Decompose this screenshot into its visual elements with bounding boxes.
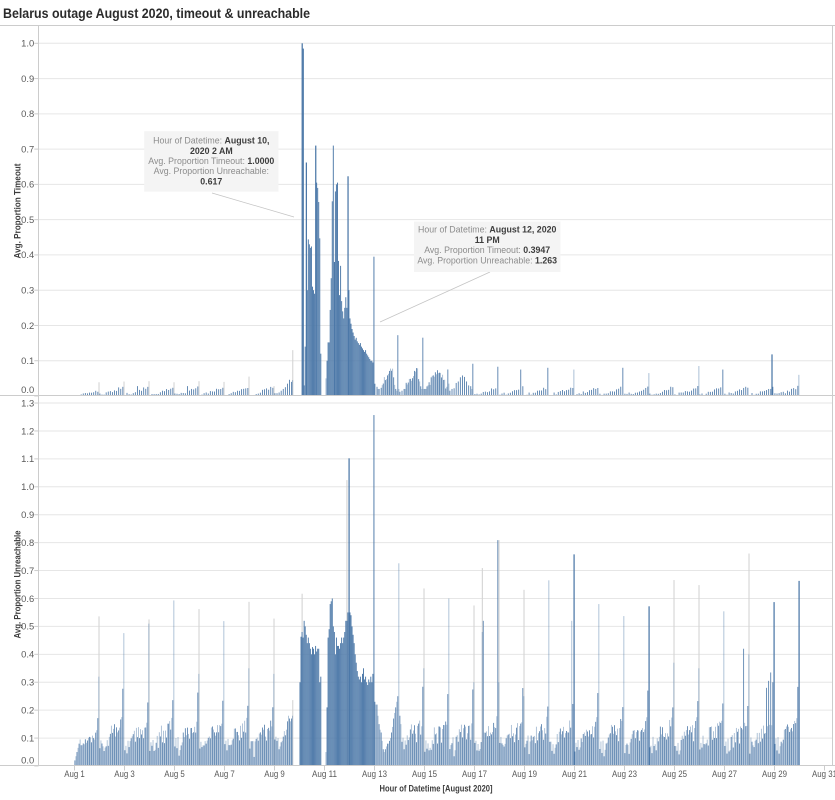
svg-text:0.9: 0.9 [21, 73, 34, 84]
svg-text:0.617: 0.617 [200, 176, 222, 186]
svg-text:Aug 13: Aug 13 [362, 768, 387, 779]
svg-text:Aug 17: Aug 17 [462, 768, 487, 779]
svg-text:0.1: 0.1 [21, 355, 34, 366]
svg-text:0.5: 0.5 [21, 621, 34, 632]
svg-text:Aug 3: Aug 3 [114, 768, 135, 779]
svg-text:Aug 31: Aug 31 [812, 768, 835, 779]
svg-text:Hour of Datetime [August 2020]: Hour of Datetime [August 2020] [380, 783, 493, 794]
svg-text:Aug 9: Aug 9 [264, 768, 285, 779]
svg-text:0.5: 0.5 [21, 214, 34, 225]
svg-text:Aug 19: Aug 19 [512, 768, 537, 779]
svg-text:Avg. Proportion Unreachable:: Avg. Proportion Unreachable: [154, 166, 269, 176]
svg-text:Aug 21: Aug 21 [562, 768, 587, 779]
svg-text:1.2: 1.2 [21, 425, 34, 436]
svg-text:Avg. Proportion Timeout: 0.394: Avg. Proportion Timeout: 0.3947 [424, 245, 550, 255]
svg-text:0.6: 0.6 [21, 593, 34, 604]
svg-text:1.3: 1.3 [21, 397, 34, 408]
svg-text:Aug 15: Aug 15 [412, 768, 437, 779]
svg-text:Aug 5: Aug 5 [164, 768, 185, 779]
svg-text:0.0: 0.0 [21, 384, 34, 395]
svg-text:Avg. Proportion Unreachable: Avg. Proportion Unreachable [12, 531, 23, 639]
svg-text:0.4: 0.4 [21, 649, 34, 660]
svg-text:0.1: 0.1 [21, 732, 34, 743]
svg-text:0.6: 0.6 [21, 179, 34, 190]
svg-text:0.2: 0.2 [21, 320, 34, 331]
svg-text:0.0: 0.0 [21, 755, 34, 766]
svg-text:0.7: 0.7 [21, 565, 34, 576]
svg-text:Belarus outage August 2020, ti: Belarus outage August 2020, timeout & un… [3, 6, 310, 22]
svg-text:Aug 11: Aug 11 [312, 768, 337, 779]
svg-text:Aug 27: Aug 27 [712, 768, 737, 779]
svg-text:0.3: 0.3 [21, 677, 34, 688]
svg-text:0.8: 0.8 [21, 537, 34, 548]
svg-text:Aug 1: Aug 1 [64, 768, 85, 779]
svg-text:Avg. Proportion Timeout: 1.000: Avg. Proportion Timeout: 1.0000 [148, 156, 274, 166]
svg-text:2020 2 AM: 2020 2 AM [190, 146, 233, 156]
svg-text:1.1: 1.1 [21, 453, 34, 464]
svg-text:0.8: 0.8 [21, 108, 34, 119]
svg-text:Aug 23: Aug 23 [612, 768, 637, 779]
svg-text:0.4: 0.4 [21, 249, 34, 260]
svg-text:0.7: 0.7 [21, 143, 34, 154]
svg-text:Avg. Proportion Unreachable: 1: Avg. Proportion Unreachable: 1.263 [417, 255, 557, 265]
svg-text:Avg. Proportion Timeout: Avg. Proportion Timeout [12, 164, 23, 259]
svg-text:11 PM: 11 PM [475, 235, 500, 245]
svg-text:1.0: 1.0 [21, 38, 34, 49]
svg-text:Hour of Datetime: August 12, 2: Hour of Datetime: August 12, 2020 [418, 225, 556, 235]
svg-text:Aug 29: Aug 29 [762, 768, 787, 779]
svg-text:Hour of Datetime: August 10,: Hour of Datetime: August 10, [153, 136, 269, 146]
svg-text:1.0: 1.0 [21, 481, 34, 492]
svg-text:0.9: 0.9 [21, 509, 34, 520]
svg-text:Aug 7: Aug 7 [214, 768, 235, 779]
svg-text:0.2: 0.2 [21, 704, 34, 715]
svg-text:Aug 25: Aug 25 [662, 768, 687, 779]
svg-text:0.3: 0.3 [21, 284, 34, 295]
